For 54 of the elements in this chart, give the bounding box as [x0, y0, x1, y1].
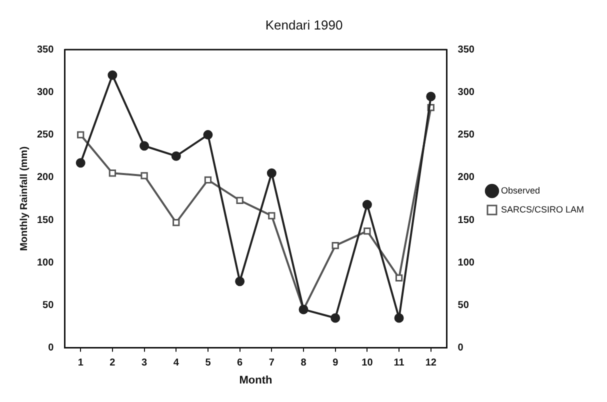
y-tick-label: 200 — [36, 172, 54, 184]
x-axis-title: Month — [239, 374, 273, 386]
y2-tick-label: 300 — [458, 86, 475, 98]
x-tick-label: 12 — [425, 358, 437, 369]
y-tick-label: 150 — [36, 214, 54, 226]
x-tick-label: 9 — [332, 358, 339, 369]
x-tick-label: 8 — [300, 358, 307, 369]
point — [426, 92, 436, 102]
x-tick-label: 4 — [173, 358, 180, 369]
y2-tick-label: 50 — [458, 300, 470, 311]
y-tick-label: 0 — [48, 342, 54, 354]
x-tick-label: 1 — [78, 358, 84, 369]
point — [235, 276, 245, 286]
y2-tick-label: 200 — [458, 172, 475, 184]
point — [330, 313, 340, 323]
x-tick-label: 2 — [110, 358, 116, 369]
point — [140, 141, 150, 151]
point — [395, 274, 403, 282]
y-tick-label: 50 — [42, 300, 54, 311]
point — [108, 170, 116, 177]
x-tick-label: 11 — [394, 358, 405, 369]
point — [362, 200, 372, 210]
y-axis-title: Monthly Rainfall (mm) — [18, 146, 30, 251]
x-tick-label: 5 — [205, 358, 212, 369]
y2-tick-label: 350 — [458, 44, 475, 56]
point — [236, 196, 244, 204]
x-tick-label: 10 — [362, 358, 374, 369]
x-tick-label: 7 — [268, 358, 275, 369]
legend-label: SARCS/CSIRO LAM — [500, 204, 584, 214]
point — [108, 70, 118, 80]
chart-title: Kendari 1990 — [265, 17, 343, 32]
y-tick-label: 300 — [36, 86, 54, 98]
point — [394, 313, 404, 323]
point — [266, 168, 276, 178]
legend-label: Observed — [500, 185, 540, 196]
point — [77, 131, 84, 138]
y2-tick-label: 250 — [458, 130, 475, 141]
x-tick-label: 6 — [237, 358, 244, 369]
y-tick-label: 100 — [36, 257, 54, 268]
point — [268, 212, 276, 220]
y2-tick-label: 0 — [458, 342, 464, 354]
point — [332, 242, 339, 250]
point — [172, 218, 180, 226]
y2-tick-label: 150 — [458, 214, 475, 226]
point — [76, 158, 86, 168]
y-tick-label: 250 — [36, 130, 54, 141]
point — [140, 172, 148, 180]
y-tick-label: 350 — [36, 44, 54, 56]
point — [364, 228, 371, 235]
point — [203, 130, 213, 140]
point — [204, 176, 212, 184]
x-tick-label: 3 — [142, 358, 148, 369]
y2-tick-label: 100 — [458, 257, 475, 268]
point — [171, 151, 181, 161]
